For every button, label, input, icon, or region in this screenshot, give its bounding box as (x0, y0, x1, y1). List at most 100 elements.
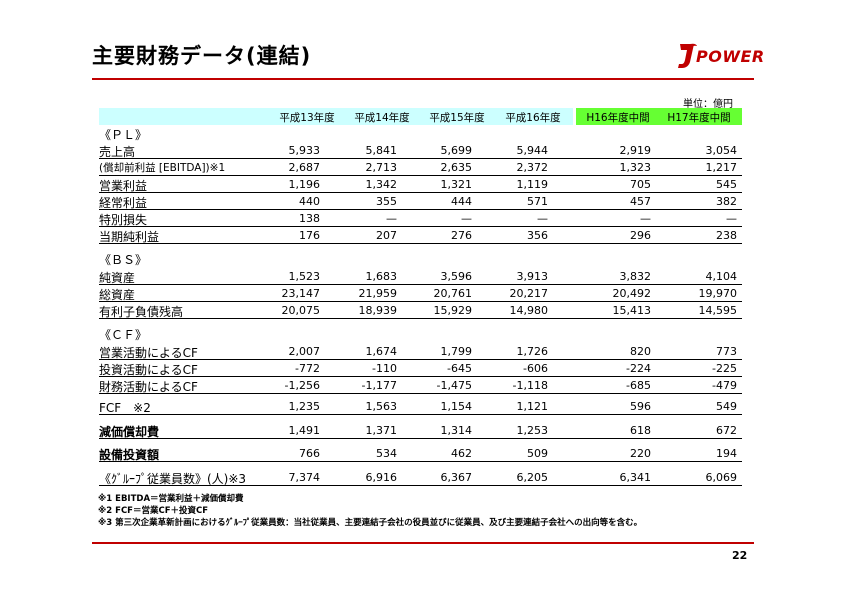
cell: 1,235 (288, 400, 321, 413)
cell: 1,674 (365, 345, 398, 358)
cell: 1,119 (516, 178, 549, 191)
unit-label: 単位：億円 (683, 99, 733, 110)
cell: 2,919 (619, 144, 652, 157)
cell: -110 (372, 362, 397, 375)
cell: 2,713 (365, 161, 398, 174)
cell: 1,321 (440, 178, 473, 191)
cell: — (386, 212, 397, 225)
cell: 1,217 (705, 161, 738, 174)
row-label: 営業活動によるCF (99, 346, 198, 360)
cell: 194 (716, 447, 737, 460)
cell: 509 (527, 447, 548, 460)
section-label: 《ＣＦ》 (99, 328, 148, 342)
cell: 457 (630, 195, 651, 208)
col-header-h17-interim: H17年度中間 (667, 112, 731, 124)
title-divider (92, 78, 754, 80)
section-label: 《ＰＬ》 (99, 128, 148, 142)
cell: 19,970 (698, 287, 738, 300)
cell: — (537, 212, 548, 225)
cell: 5,841 (365, 144, 398, 157)
cell: 3,832 (619, 270, 652, 283)
cell: 18,939 (358, 304, 398, 317)
cell: 1,726 (516, 345, 549, 358)
cell: 5,699 (440, 144, 473, 157)
cell: 276 (451, 229, 472, 242)
cell: 549 (716, 400, 737, 413)
cell: -1,118 (512, 379, 548, 392)
cell: -1,475 (436, 379, 472, 392)
cell: 1,491 (288, 424, 321, 437)
section-bs: 《ＢＳ》 (99, 250, 742, 267)
col-header-fy16: 平成16年度 (505, 112, 561, 124)
cell: 766 (299, 447, 320, 460)
table-row: 設備投資額 766 534 462 509 220 194 (99, 445, 742, 462)
row-label: (償却前利益 [EBITDA])※1 (99, 162, 226, 174)
cell: 1,563 (365, 400, 398, 413)
table-row: 売上高 5,933 5,841 5,699 5,944 2,919 3,054 (99, 142, 742, 159)
footnotes: ※1 EBITDA＝営業利益＋減価償却費 ※2 FCF＝営業CF＋投資CF ※3… (98, 493, 642, 529)
cell: 5,933 (288, 144, 321, 157)
cell: 571 (527, 195, 548, 208)
cell: — (640, 212, 651, 225)
row-label: 設備投資額 (99, 448, 160, 462)
table-row: 営業利益 1,196 1,342 1,321 1,119 705 545 (99, 176, 742, 193)
cell: -606 (523, 362, 548, 375)
cell: 705 (630, 178, 651, 191)
footnote: ※3 第三次企業革新計画におけるｸﾞﾙｰﾌﾟ従業員数：当社従業員、主要連結子会社… (98, 518, 643, 528)
cell: 20,492 (612, 287, 652, 300)
cell: 6,341 (619, 471, 652, 484)
cell: 355 (376, 195, 397, 208)
header-band-interim (576, 108, 742, 125)
cell: 3,913 (516, 270, 549, 283)
cell: 15,413 (612, 304, 652, 317)
cell: 238 (716, 229, 737, 242)
cell: 23,147 (281, 287, 321, 300)
row-label: FCF ※2 (99, 401, 151, 415)
cell: 545 (716, 178, 737, 191)
section-cf: 《ＣＦ》 (99, 325, 742, 342)
cell: -1,256 (284, 379, 320, 392)
table-row: 減価償却費 1,491 1,371 1,314 1,253 618 672 (99, 422, 742, 439)
cell: 6,069 (705, 471, 738, 484)
cell: 3,054 (705, 144, 738, 157)
row-label: 経常利益 (99, 196, 148, 210)
cell: 2,687 (288, 161, 321, 174)
cell: -772 (295, 362, 320, 375)
row-label: 当期純利益 (99, 230, 160, 244)
cell: 138 (299, 212, 320, 225)
cell: 6,367 (440, 471, 473, 484)
col-header-fy15: 平成15年度 (429, 112, 485, 124)
cell: -479 (712, 379, 737, 392)
cell: 4,104 (705, 270, 738, 283)
cell: -645 (447, 362, 472, 375)
row-label: 減価償却費 (99, 425, 160, 439)
cell: 21,959 (358, 287, 398, 300)
cell: 2,007 (288, 345, 321, 358)
section-pl: 《ＰＬ》 (99, 125, 742, 142)
cell: 672 (716, 424, 737, 437)
cell: 1,371 (365, 424, 398, 437)
cell: 14,980 (509, 304, 549, 317)
cell: 1,523 (288, 270, 321, 283)
cell: 6,916 (365, 471, 398, 484)
cell: 2,372 (516, 161, 549, 174)
cell: 596 (630, 400, 651, 413)
cell: 176 (299, 229, 320, 242)
footnote: ※2 FCF＝営業CF＋投資CF (98, 506, 209, 516)
j-power-mark-icon (678, 43, 697, 68)
table-row: 総資産 23,147 21,959 20,761 20,217 20,492 1… (99, 285, 742, 302)
cell: 356 (527, 229, 548, 242)
cell: — (726, 212, 737, 225)
cell: 15,929 (433, 304, 473, 317)
cell: 462 (451, 447, 472, 460)
cell: 1,683 (365, 270, 398, 283)
cell: -1,177 (361, 379, 397, 392)
cell: -224 (626, 362, 651, 375)
row-label: 総資産 (99, 288, 136, 302)
j-power-logo: POWER (676, 42, 788, 70)
cell: 5,944 (516, 144, 549, 157)
cell: 3,596 (440, 270, 473, 283)
cell: 296 (630, 229, 651, 242)
table-row: 純資産 1,523 1,683 3,596 3,913 3,832 4,104 (99, 268, 742, 285)
cell: -685 (626, 379, 651, 392)
